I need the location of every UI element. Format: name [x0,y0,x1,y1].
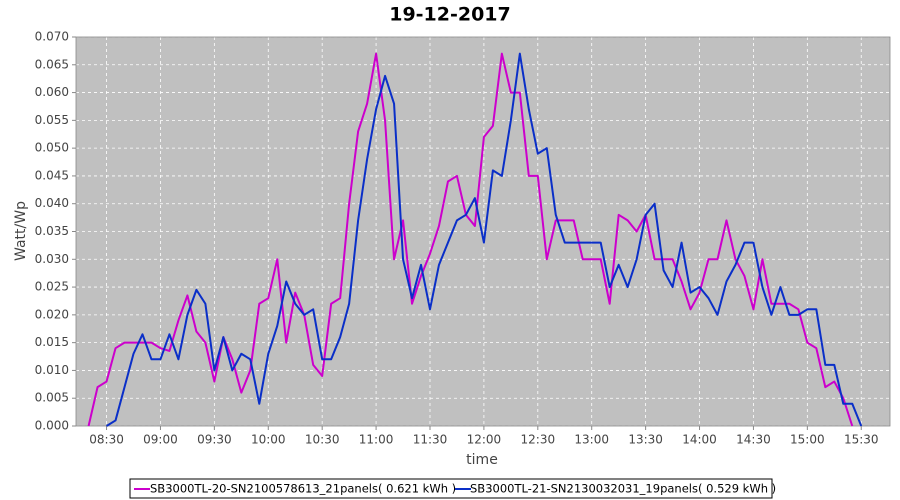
y-tick-label: 0.070 [35,30,69,44]
x-tick-label: 11:30 [413,433,448,447]
x-tick-label: 14:30 [736,433,771,447]
y-tick-label: 0.015 [35,335,69,349]
x-axis-label: time [466,452,498,468]
chart-title: 19-12-2017 [389,4,511,26]
x-tick-label: 10:30 [305,433,340,447]
y-tick-label: 0.010 [35,363,69,377]
y-tick-label: 0.030 [35,252,69,266]
y-tick-label: 0.065 [35,57,69,71]
x-tick-label: 15:30 [844,433,879,447]
y-axis-label: Watt/Wp [13,201,29,261]
y-tick-label: 0.045 [35,168,69,182]
y-tick-label: 0.050 [35,141,69,155]
y-tick-label: 0.020 [35,307,69,321]
y-tick-label: 0.060 [35,85,69,99]
y-tick-label: 0.025 [35,280,69,294]
x-tick-label: 15:00 [790,433,825,447]
x-tick-label: 14:00 [682,433,717,447]
x-tick-label: 13:30 [628,433,663,447]
x-tick-label: 08:30 [89,433,124,447]
x-tick-label: 10:00 [251,433,286,447]
legend-label: SB3000TL-20-SN2100578613_21panels( 0.621… [150,482,456,496]
x-tick-label: 11:00 [359,433,394,447]
plot-border [75,36,891,427]
y-tick-label: 0.055 [35,113,69,127]
x-tick-label: 12:30 [521,433,556,447]
x-tick-label: 09:30 [197,433,232,447]
y-tick-label: 0.040 [35,196,69,210]
y-tick-label: 0.000 [35,419,69,433]
data-line [106,52,863,427]
y-tick-label: 0.005 [35,391,69,405]
x-tick-label: 09:00 [143,433,178,447]
x-tick-label: 13:00 [574,433,609,447]
legend-label: SB3000TL-21-SN2130032031_19panels( 0.529… [470,482,776,496]
data-line [87,52,854,427]
legend-box [129,478,773,499]
x-tick-label: 12:00 [467,433,502,447]
y-tick-label: 0.035 [35,224,69,238]
